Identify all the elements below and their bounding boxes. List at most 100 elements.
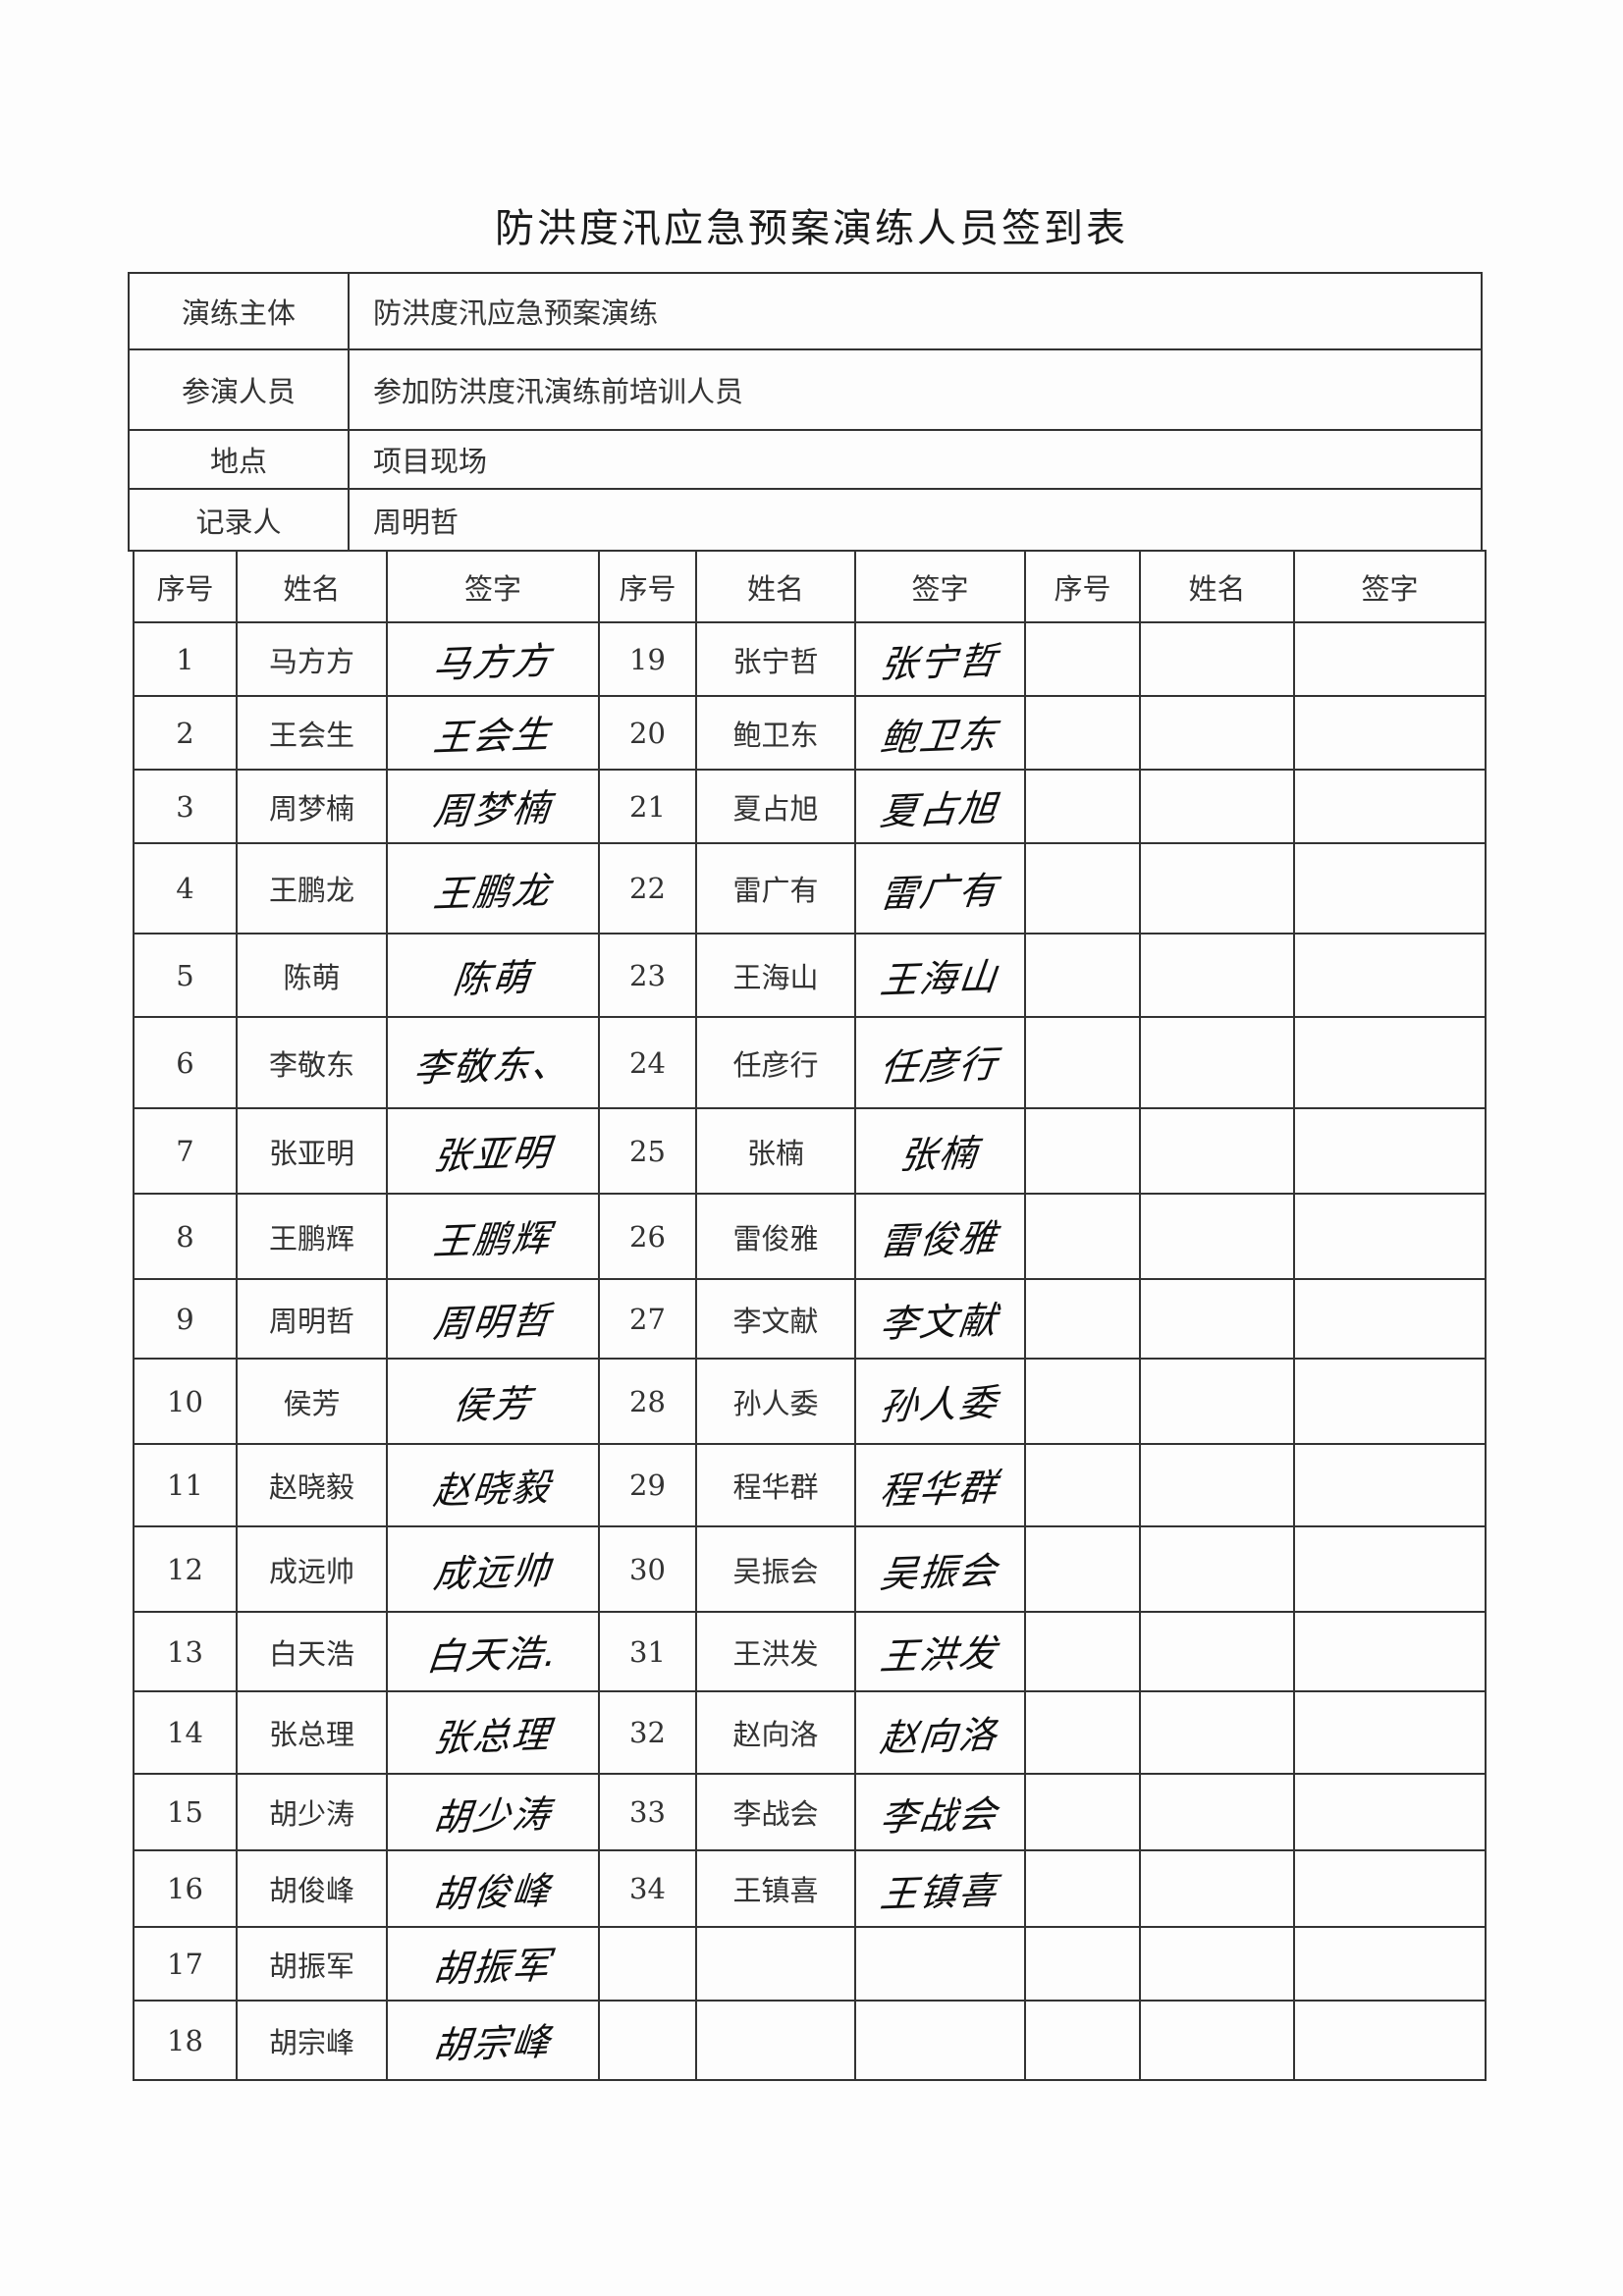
cell-signature — [1293, 1849, 1487, 1928]
cell-no: 7 — [133, 1107, 238, 1195]
cell-no: 8 — [133, 1193, 238, 1280]
cell-no: 15 — [133, 1773, 238, 1851]
cell-name — [695, 2000, 856, 2081]
cell-no: 17 — [133, 1926, 238, 2002]
handwritten-signature: 王会生 — [431, 712, 554, 761]
cell-name — [1139, 1926, 1295, 2002]
cell-name — [1139, 1107, 1295, 1195]
handwritten-signature: 雷俊雅 — [878, 1215, 1001, 1264]
handwritten-signature: 王鹏辉 — [431, 1215, 554, 1264]
info-table: 演练主体 防洪度汛应急预案演练 参演人员 参加防洪度汛演练前培训人员 地点 项目现场 … — [128, 272, 1483, 552]
cell-signature: 胡少涛 — [386, 1773, 600, 1851]
cell-no: 1 — [133, 621, 238, 697]
cell-name: 李敬东 — [236, 1016, 388, 1109]
cell-name: 李战会 — [695, 1773, 856, 1851]
cell-signature: 王海山 — [854, 933, 1026, 1018]
cell-signature: 胡振军 — [386, 1926, 600, 2002]
handwritten-signature: 夏占旭 — [878, 785, 1001, 834]
cell-signature: 夏占旭 — [854, 769, 1026, 844]
handwritten-signature: 李文献 — [878, 1298, 1001, 1347]
cell-no — [1024, 1773, 1141, 1851]
cell-no: 24 — [598, 1016, 697, 1109]
cell-name — [1139, 1773, 1295, 1851]
cell-name: 王会生 — [236, 695, 388, 771]
cell-name: 程华群 — [695, 1443, 856, 1527]
table-row: 4 王鹏龙 王鹏龙 22 雷广有 雷广有 — [133, 842, 1487, 934]
cell-name — [1139, 621, 1295, 697]
cell-no — [1024, 1278, 1141, 1360]
cell-name — [1139, 1690, 1295, 1775]
cell-no — [1024, 933, 1141, 1018]
cell-name: 王镇喜 — [695, 1849, 856, 1928]
attendance-table: 序号 姓名 签字 序号 姓名 签字 序号 姓名 签字 1 马方方 马方方 19 张宁哲 张宁哲 2 王会生 王会生… — [133, 550, 1487, 2081]
cell-name: 白天浩 — [236, 1611, 388, 1692]
table-row: 6 李敬东 李敬东、 24 任彦行 任彦行 — [133, 1016, 1487, 1109]
cell-signature: 胡俊峰 — [386, 1849, 600, 1928]
cell-signature: 胡宗峰 — [386, 2000, 600, 2081]
cell-signature — [1293, 1443, 1487, 1527]
cell-signature — [1293, 695, 1487, 771]
cell-no — [1024, 1016, 1141, 1109]
cell-signature: 张宁哲 — [854, 621, 1026, 697]
cell-name — [1139, 1358, 1295, 1445]
cell-signature — [1293, 1107, 1487, 1195]
header-signature: 签字 — [1293, 550, 1487, 623]
cell-name: 张宁哲 — [695, 621, 856, 697]
cell-name — [1139, 695, 1295, 771]
cell-name: 陈萌 — [236, 933, 388, 1018]
cell-signature: 鲍卫东 — [854, 695, 1026, 771]
handwritten-signature: 李敬东、 — [411, 1041, 573, 1091]
handwritten-signature: 胡振军 — [431, 1943, 554, 1992]
cell-no — [1024, 1358, 1141, 1445]
table-row: 2 王会生 王会生 20 鲍卫东 鲍卫东 — [133, 695, 1487, 771]
cell-signature: 成远帅 — [386, 1525, 600, 1613]
cell-signature: 周梦楠 — [386, 769, 600, 844]
cell-signature: 王会生 — [386, 695, 600, 771]
value-location: 项目现场 — [348, 429, 1483, 490]
table-row: 7 张亚明 张亚明 25 张楠 张楠 — [133, 1107, 1487, 1195]
header-name: 姓名 — [236, 550, 388, 623]
cell-signature: 孙人委 — [854, 1358, 1026, 1445]
cell-name: 胡宗峰 — [236, 2000, 388, 2081]
handwritten-signature: 张总理 — [431, 1712, 554, 1760]
cell-name: 王鹏辉 — [236, 1193, 388, 1280]
cell-name — [1139, 1611, 1295, 1692]
cell-no: 32 — [598, 1690, 697, 1775]
cell-signature — [1293, 621, 1487, 697]
cell-signature — [1293, 1525, 1487, 1613]
header-name: 姓名 — [695, 550, 856, 623]
cell-signature — [1293, 933, 1487, 1018]
handwritten-signature: 李战会 — [878, 1791, 1001, 1840]
handwritten-signature: 成远帅 — [431, 1548, 554, 1597]
table-row: 3 周梦楠 周梦楠 21 夏占旭 夏占旭 — [133, 769, 1487, 844]
cell-name: 周梦楠 — [236, 769, 388, 844]
cell-no: 26 — [598, 1193, 697, 1280]
handwritten-signature: 胡俊峰 — [431, 1868, 554, 1916]
cell-no — [598, 2000, 697, 2081]
cell-no: 25 — [598, 1107, 697, 1195]
cell-name: 鲍卫东 — [695, 695, 856, 771]
cell-signature — [854, 2000, 1026, 2081]
cell-signature: 赵晓毅 — [386, 1443, 600, 1527]
table-row: 15 胡少涛 胡少涛 33 李战会 李战会 — [133, 1773, 1487, 1851]
cell-signature: 雷广有 — [854, 842, 1026, 934]
cell-name: 王海山 — [695, 933, 856, 1018]
table-row: 5 陈萌 陈萌 23 王海山 王海山 — [133, 933, 1487, 1018]
cell-name: 张总理 — [236, 1690, 388, 1775]
handwritten-signature: 赵晓毅 — [431, 1465, 554, 1513]
table-row: 12 成远帅 成远帅 30 吴振会 吴振会 — [133, 1525, 1487, 1613]
cell-no: 22 — [598, 842, 697, 934]
label-participants: 参演人员 — [128, 348, 350, 431]
cell-no: 31 — [598, 1611, 697, 1692]
cell-no: 33 — [598, 1773, 697, 1851]
cell-name — [1139, 1193, 1295, 1280]
table-row: 17 胡振军 胡振军 — [133, 1926, 1487, 2002]
cell-signature: 赵向洛 — [854, 1690, 1026, 1775]
header-no: 序号 — [133, 550, 238, 623]
header-no: 序号 — [598, 550, 697, 623]
cell-signature: 王镇喜 — [854, 1849, 1026, 1928]
handwritten-signature: 孙人委 — [878, 1380, 1001, 1429]
table-row: 10 侯芳 侯芳 28 孙人委 孙人委 — [133, 1358, 1487, 1445]
header-row: 序号 姓名 签字 序号 姓名 签字 序号 姓名 签字 — [133, 550, 1487, 623]
cell-no: 9 — [133, 1278, 238, 1360]
